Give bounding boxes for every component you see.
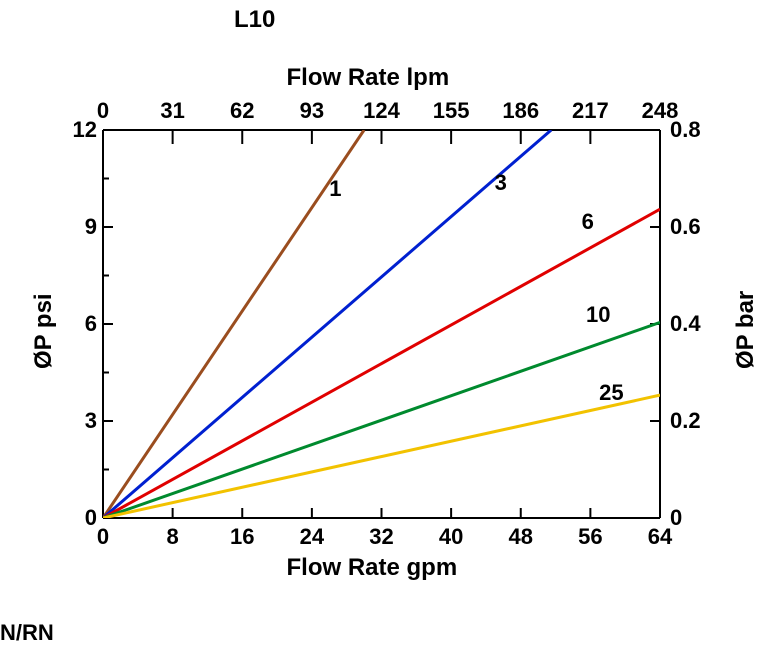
y-right-tick-label: 0.6 — [670, 214, 720, 240]
x-top-tick-label: 62 — [214, 98, 270, 124]
series-label: 3 — [495, 170, 507, 196]
x-top-tick-label: 31 — [145, 98, 201, 124]
x-top-tick-label: 155 — [423, 98, 479, 124]
y-left-tick-label: 3 — [53, 408, 97, 434]
y-right-tick-label: 0.8 — [670, 117, 720, 143]
x-bottom-tick-label: 56 — [565, 524, 615, 550]
y-left-tick-label: 0 — [53, 505, 97, 531]
y-right-tick-label: 0.2 — [670, 408, 720, 434]
y-right-tick-label: 0 — [670, 505, 720, 531]
series-line — [103, 395, 660, 518]
y-left-tick-label: 9 — [53, 214, 97, 240]
y-left-tick-label: 6 — [53, 311, 97, 337]
x-top-tick-label: 124 — [354, 98, 410, 124]
x-bottom-tick-label: 32 — [357, 524, 407, 550]
y-left-tick-label: 12 — [53, 117, 97, 143]
series-line — [103, 322, 660, 518]
series-line — [103, 130, 551, 518]
series-label: 6 — [582, 209, 594, 235]
x-bottom-tick-label: 48 — [496, 524, 546, 550]
x-bottom-tick-label: 8 — [148, 524, 198, 550]
series-line — [103, 209, 660, 518]
x-bottom-tick-label: 24 — [287, 524, 337, 550]
x-top-tick-label: 217 — [562, 98, 618, 124]
x-top-tick-label: 186 — [493, 98, 549, 124]
series-label: 25 — [599, 380, 623, 406]
x-bottom-tick-label: 16 — [217, 524, 267, 550]
x-bottom-tick-label: 40 — [426, 524, 476, 550]
series-label: 10 — [586, 302, 610, 328]
y-right-tick-label: 0.4 — [670, 311, 720, 337]
series-label: 1 — [329, 176, 341, 202]
x-top-tick-label: 93 — [284, 98, 340, 124]
